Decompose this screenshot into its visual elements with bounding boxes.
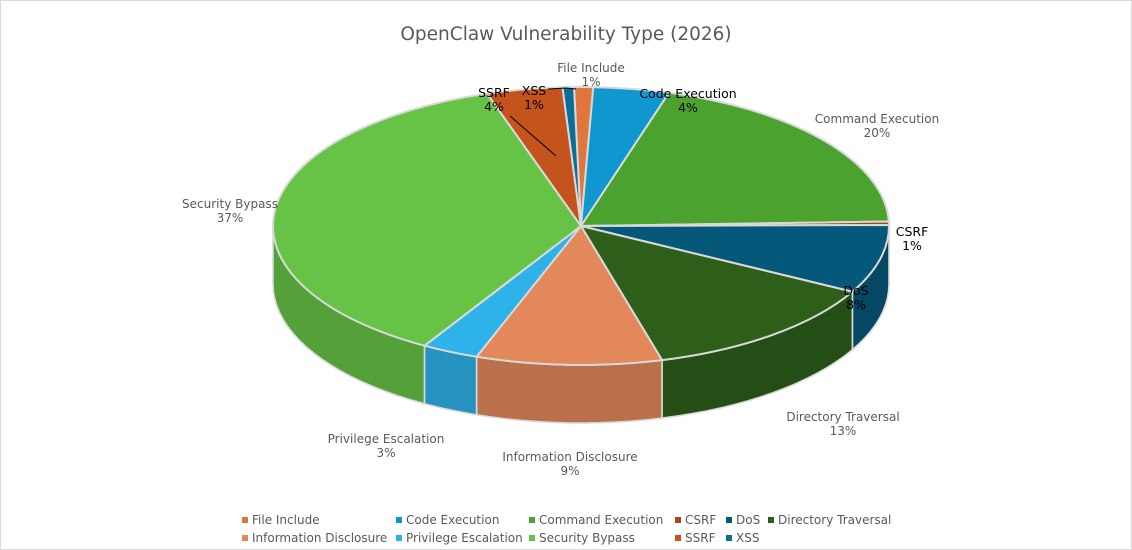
legend-item-file-include: File Include — [242, 513, 320, 527]
legend-swatch-privilege-escalation — [396, 535, 402, 541]
legend-swatch-file-include — [242, 517, 248, 523]
data-label-csrf: CSRF 1% — [896, 224, 929, 253]
legend-label-privilege-escalation: Privilege Escalation — [406, 531, 523, 545]
slice-security-bypass — [272, 92, 582, 347]
slice-command-execution — [580, 91, 890, 227]
legend-item-directory-traversal: Directory Traversal — [768, 513, 891, 527]
legend-item-ssrf: SSRF — [675, 531, 716, 545]
legend: File Include Code Execution Command Execut… — [242, 513, 891, 545]
data-label-xss: XSS 1% — [522, 83, 546, 112]
legend-item-command-execution: Command Execution — [529, 513, 663, 527]
slice-xss — [561, 86, 582, 227]
legend-label-directory-traversal: Directory Traversal — [778, 513, 891, 527]
data-label-information-disclosure: Information Disclosure 9% — [502, 450, 637, 478]
leader-lines — [509, 87, 577, 157]
legend-item-information-disclosure: Information Disclosure — [242, 531, 387, 545]
data-label-directory-traversal: Directory Traversal 13% — [786, 410, 899, 438]
legend-item-privilege-escalation: Privilege Escalation — [396, 531, 523, 545]
legend-label-csrf: CSRF — [685, 513, 716, 527]
data-label-security-bypass: Security Bypass 37% — [182, 197, 278, 225]
legend-swatch-code-execution — [396, 517, 402, 523]
legend-swatch-xss — [726, 535, 732, 541]
data-label-dos: DoS 8% — [843, 283, 868, 312]
legend-item-xss: XSS — [726, 531, 759, 545]
legend-label-command-execution: Command Execution — [539, 513, 663, 527]
legend-label-code-execution: Code Execution — [406, 513, 499, 527]
slice-directory-traversal — [580, 225, 854, 362]
legend-swatch-information-disclosure — [242, 535, 248, 541]
legend-swatch-dos — [726, 517, 732, 523]
legend-item-dos: DoS — [726, 513, 760, 527]
legend-label-dos: DoS — [736, 513, 760, 527]
data-label-command-execution: Command Execution 20% — [815, 112, 939, 140]
legend-label-information-disclosure: Information Disclosure — [252, 531, 387, 545]
legend-item-csrf: CSRF — [675, 513, 716, 527]
legend-swatch-directory-traversal — [768, 517, 774, 523]
data-labels: File Include 1% Code Execution 4% Command Ex… — [182, 61, 939, 478]
legend-item-security-bypass: Security Bypass — [529, 531, 635, 545]
legend-label-ssrf: SSRF — [685, 531, 716, 545]
pie-tops — [272, 86, 890, 366]
legend-label-xss: XSS — [736, 531, 759, 545]
slice-dos — [580, 224, 890, 293]
legend-label-security-bypass: Security Bypass — [539, 531, 635, 545]
slice-information-disclosure — [475, 225, 664, 366]
data-label-file-include: File Include 1% — [557, 61, 625, 89]
legend-item-code-execution: Code Execution — [396, 513, 499, 527]
legend-swatch-security-bypass — [529, 535, 535, 541]
data-label-code-execution: Code Execution 4% — [639, 86, 736, 115]
data-label-ssrf: SSRF 4% — [478, 85, 510, 114]
legend-swatch-command-execution — [529, 517, 535, 523]
legend-swatch-csrf — [675, 517, 681, 523]
legend-label-file-include: File Include — [252, 513, 320, 527]
leader-line-xss — [547, 87, 577, 90]
legend-swatch-ssrf — [675, 535, 681, 541]
slice-side-information-disclosure — [475, 355, 663, 424]
chart-title: OpenClaw Vulnerability Type (2026) — [400, 24, 731, 45]
data-label-privilege-escalation: Privilege Escalation 3% — [328, 432, 445, 460]
leader-line-ssrf — [509, 115, 557, 157]
